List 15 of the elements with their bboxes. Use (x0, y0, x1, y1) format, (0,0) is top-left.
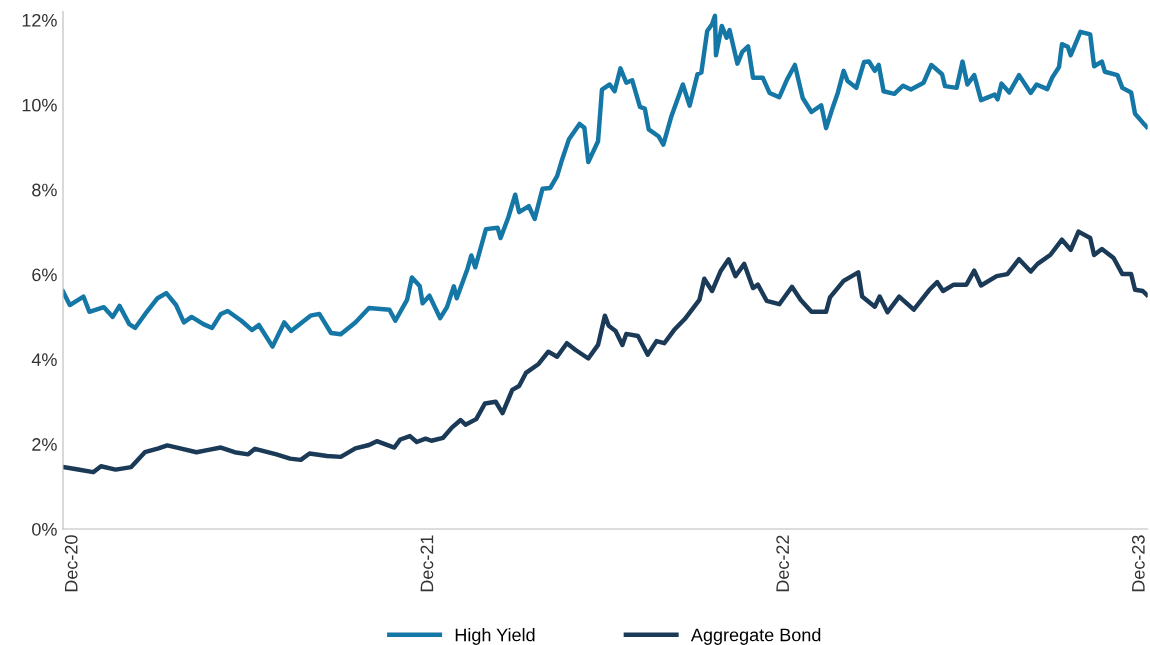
x-tick-label: Dec-22 (776, 535, 790, 592)
y-tick-label: 4% (31, 353, 57, 366)
line-series (63, 13, 1148, 349)
y-tick-label: 6% (32, 268, 57, 282)
legend-label: Aggregate Bond (690, 628, 821, 645)
y-tick-label: 10% (22, 98, 57, 112)
legend-label: High Yield (455, 628, 535, 645)
x-tick-label: Dec-20 (64, 535, 78, 592)
y-tick-label: 8% (32, 183, 57, 197)
x-tick-label: Dec-21 (420, 535, 434, 592)
y-tick-label: 12% (22, 13, 57, 27)
line-series (63, 229, 1148, 475)
y-tick-label: 0% (32, 522, 57, 536)
x-tick-label: Dec-23 (1131, 535, 1145, 592)
y-tick-label: 2% (32, 438, 57, 451)
